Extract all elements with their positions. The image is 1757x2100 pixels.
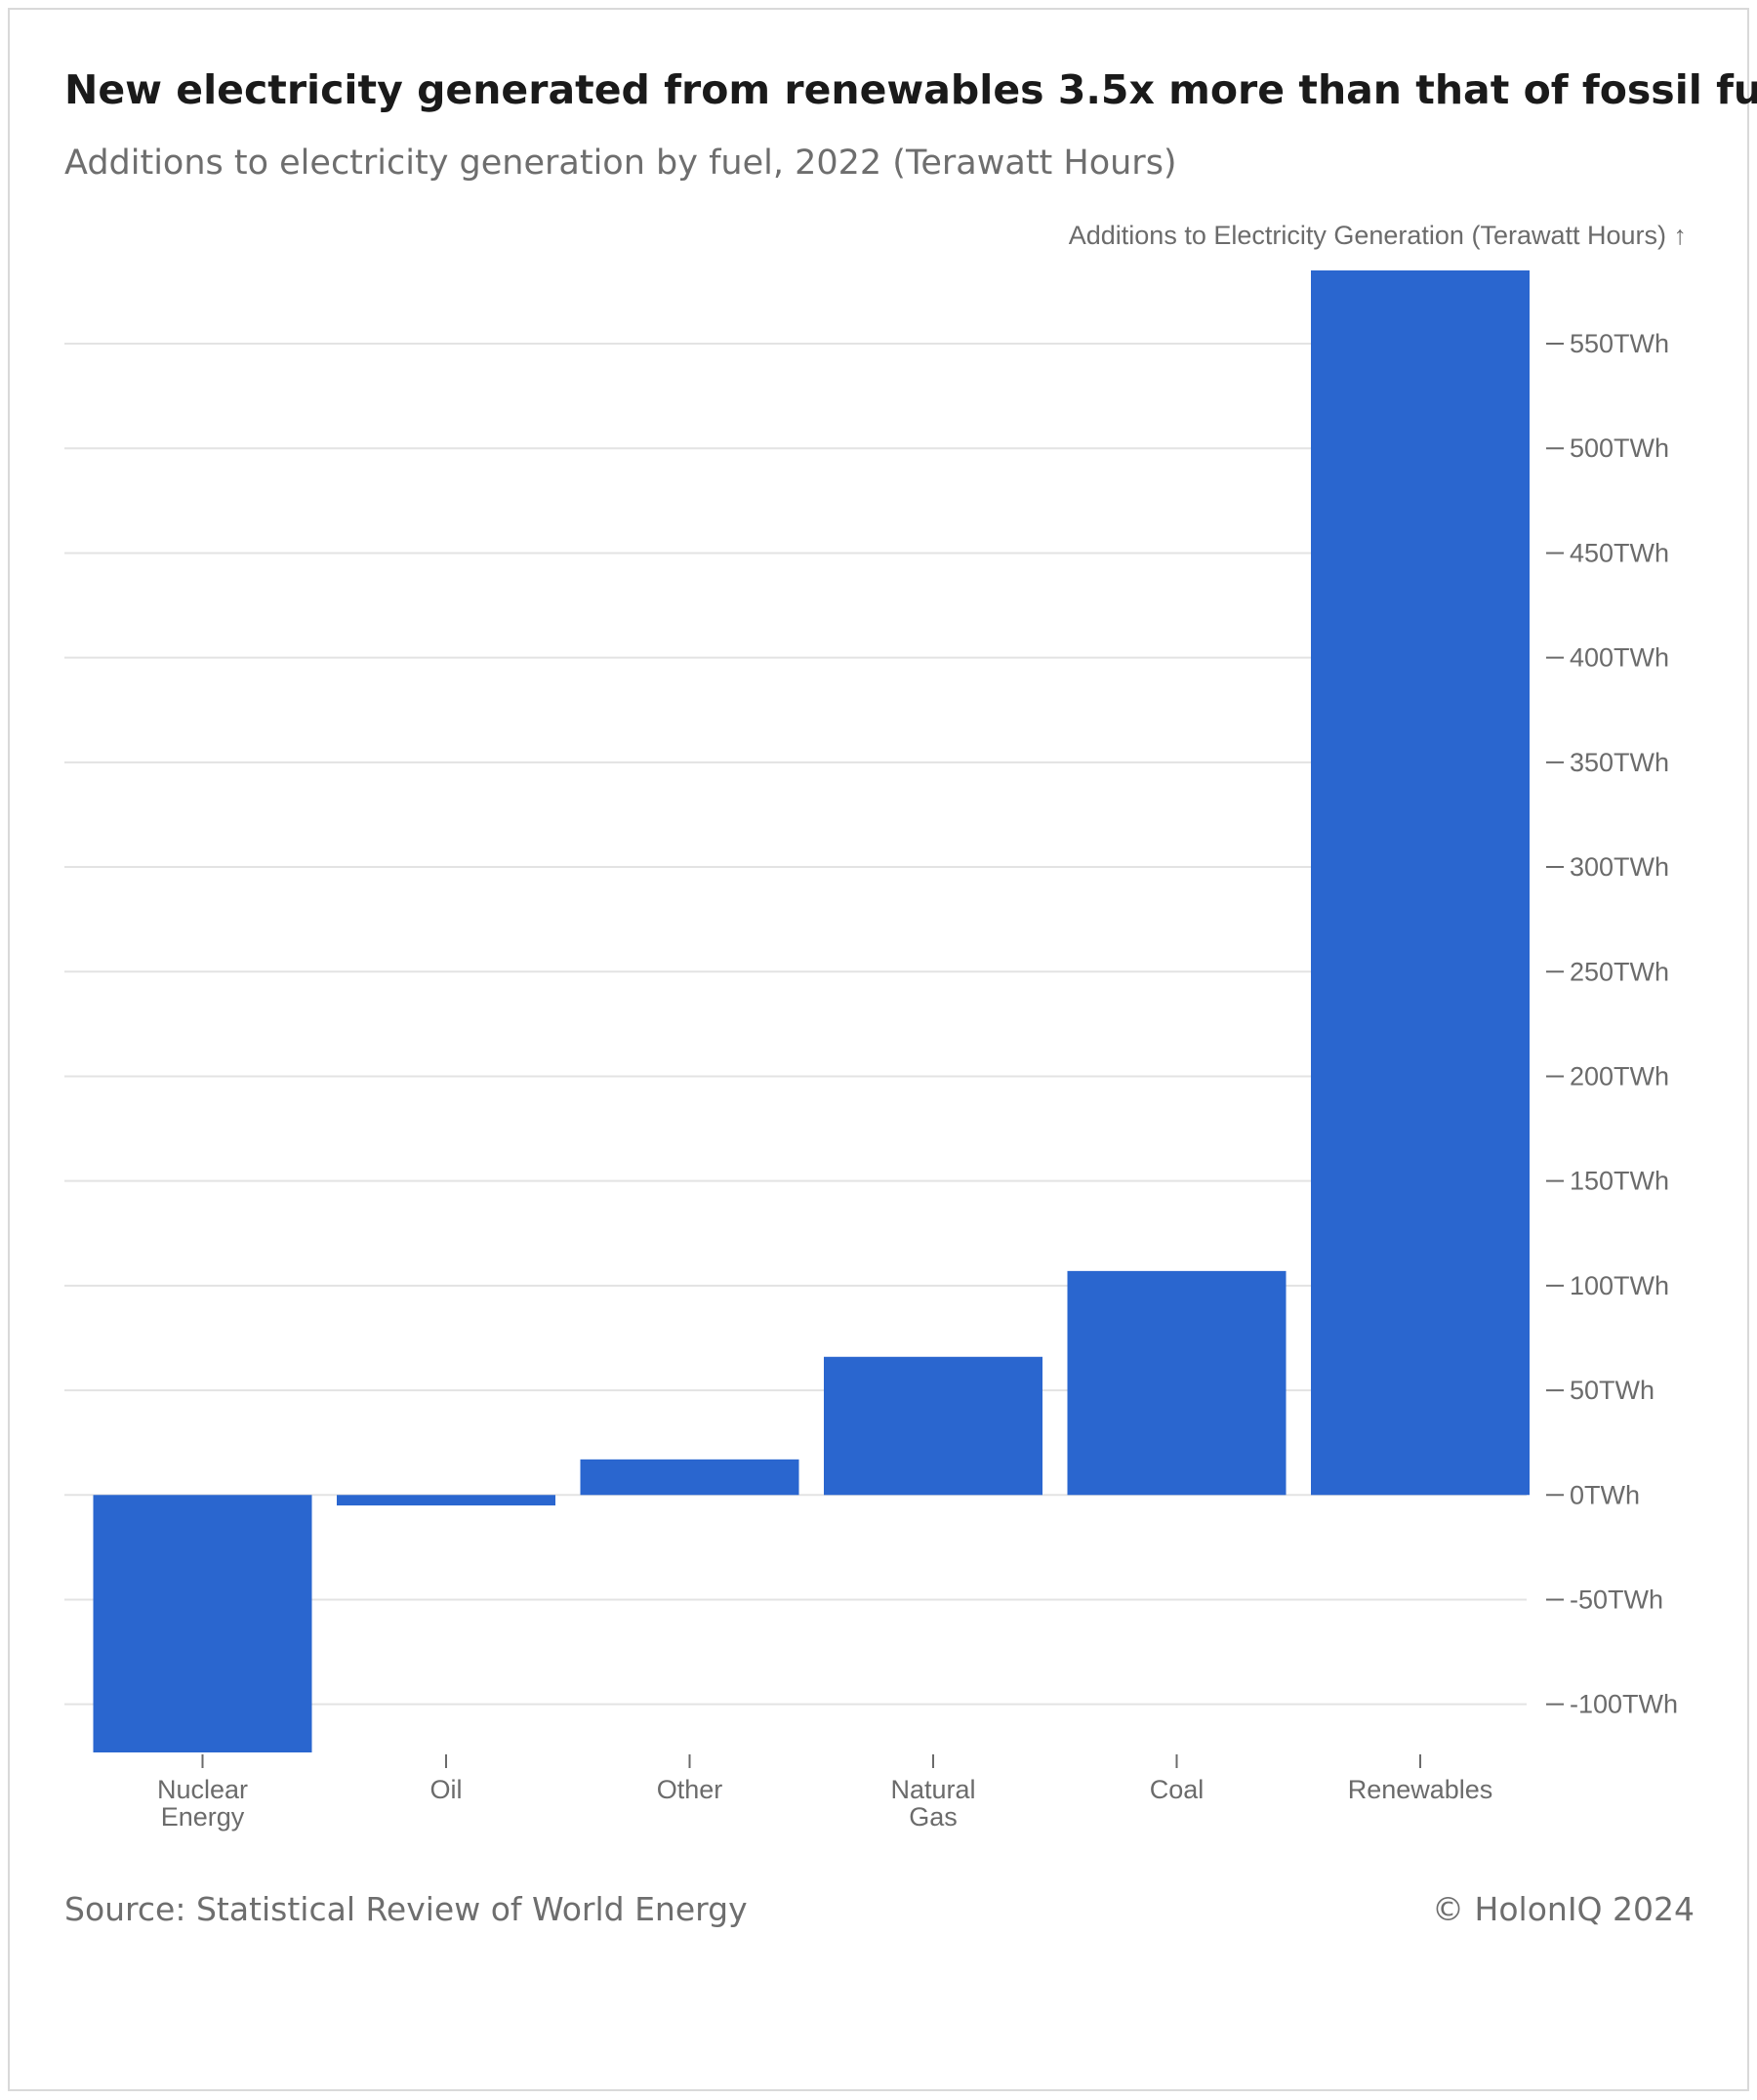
y-tick-label: 450TWh <box>1570 538 1669 567</box>
y-tick-label: 200TWh <box>1570 1061 1669 1091</box>
y-tick-label: -100TWh <box>1570 1690 1678 1719</box>
x-tick-label: Gas <box>909 1802 958 1832</box>
copyright-note: © HolonIQ 2024 <box>1432 1890 1695 1928</box>
y-tick-label: 400TWh <box>1570 643 1669 673</box>
y-tick-label: 50TWh <box>1570 1376 1655 1405</box>
x-tick-label: Renewables <box>1348 1775 1493 1804</box>
bar <box>93 1495 312 1752</box>
bar-chart: -100TWh -50TWh 0TWh 50TWh 100TWh 150TWh 200TWh… <box>64 221 1687 1832</box>
bars <box>93 270 1530 1752</box>
x-tick-label: Natural <box>890 1775 975 1804</box>
bar <box>1311 270 1530 1496</box>
y-tick-label: 500TWh <box>1570 433 1669 463</box>
bar <box>824 1356 1042 1496</box>
y-tick-label: -50TWh <box>1570 1585 1663 1614</box>
source-note: Source: Statistical Review of World Ener… <box>64 1890 748 1928</box>
x-tick-label: Coal <box>1150 1775 1205 1804</box>
y-tick-label: 0TWh <box>1570 1480 1640 1509</box>
x-tick-label: Energy <box>161 1802 245 1832</box>
chart-title: New electricity generated from renewable… <box>64 66 1757 113</box>
y-tick-label: 250TWh <box>1570 957 1669 986</box>
x-tick-label: Nuclear <box>157 1775 248 1804</box>
bar <box>580 1459 799 1496</box>
y-tick-label: 100TWh <box>1570 1271 1669 1300</box>
y-axis-label: Additions to Electricity Generation (Ter… <box>1069 221 1687 250</box>
y-tick-label: 350TWh <box>1570 748 1669 777</box>
y-tick-label: 300TWh <box>1570 852 1669 882</box>
x-tick-label: Oil <box>430 1775 463 1804</box>
y-tick-label: 150TWh <box>1570 1167 1669 1196</box>
bar <box>1067 1270 1287 1496</box>
x-tick-label: Other <box>657 1775 723 1804</box>
chart-subtitle: Additions to electricity generation by f… <box>64 144 1177 183</box>
y-axis: -100TWh -50TWh 0TWh 50TWh 100TWh 150TWh 200TWh… <box>1546 329 1678 1719</box>
bar <box>337 1495 555 1505</box>
y-tick-label: 550TWh <box>1570 329 1669 358</box>
